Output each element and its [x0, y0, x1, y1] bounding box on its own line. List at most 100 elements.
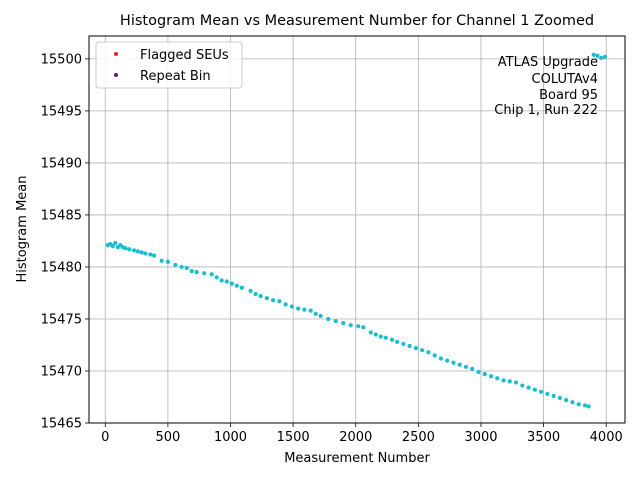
data-point [361, 325, 366, 330]
legend-marker-repeat-bin [114, 73, 118, 77]
y-tick-label: 15465 [41, 417, 82, 432]
data-point [302, 307, 307, 312]
legend-label-flagged-seus: Flagged SEUs [140, 48, 229, 63]
y-axis-ticks: 15465 15470 15475 15480 15485 15490 15495 15500 [41, 52, 89, 432]
data-point [576, 402, 581, 407]
y-tick-label: 15485 [41, 208, 82, 223]
data-point [270, 298, 276, 303]
data-point [239, 285, 244, 290]
data-point [551, 393, 556, 399]
data-point [557, 395, 562, 401]
data-point [570, 400, 575, 405]
data-point [373, 332, 378, 337]
x-tick-label: 2500 [402, 430, 435, 445]
data-point [189, 269, 194, 274]
data-point [602, 54, 608, 59]
data-point [253, 291, 258, 297]
legend-box [95, 41, 243, 89]
data-point [348, 323, 353, 328]
data-point [426, 350, 431, 355]
annotation-text-block: ATLAS Upgrade COLUTAv4 Board 95 Chip 1, … [494, 55, 598, 118]
data-point [264, 296, 269, 301]
data-point [513, 380, 519, 385]
data-point [143, 251, 148, 256]
data-point [413, 345, 418, 351]
y-tick-label: 15470 [41, 364, 82, 379]
data-point [202, 271, 207, 276]
data-point [582, 403, 588, 408]
data-point [586, 404, 591, 409]
x-tick-label: 0 [101, 430, 109, 445]
annotation-line-2: COLUTAv4 [532, 72, 598, 87]
data-point [470, 366, 475, 372]
data-point [318, 313, 323, 318]
data-point [401, 341, 406, 347]
data-point [378, 334, 383, 339]
data-point [457, 362, 462, 367]
data-point [432, 353, 437, 358]
data-point [296, 306, 301, 311]
y-tick-label: 15475 [41, 312, 82, 327]
data-point [219, 278, 224, 283]
data-point [313, 311, 318, 316]
x-tick-label: 4000 [590, 430, 623, 445]
data-point [368, 330, 373, 335]
data-point [564, 398, 569, 403]
data-point [595, 53, 600, 58]
chart-title: Histogram Mean vs Measurement Number for… [120, 13, 594, 29]
data-point [113, 240, 118, 246]
data-point [591, 52, 596, 57]
x-axis-ticks: 0 500 1000 1500 2000 2500 3000 3500 4000 [101, 423, 623, 445]
data-point [463, 364, 469, 369]
data-point [123, 246, 128, 251]
y-tick-label: 15500 [41, 52, 82, 67]
annotation-line-1: ATLAS Upgrade [498, 55, 598, 70]
y-tick-label: 15480 [41, 260, 82, 275]
data-point [333, 318, 338, 324]
data-point [289, 304, 294, 309]
annotation-line-3: Board 95 [539, 88, 598, 103]
y-tick-label: 15495 [41, 104, 82, 119]
data-point [234, 283, 239, 288]
data-point [173, 262, 178, 267]
data-point [532, 387, 537, 392]
data-point [507, 379, 512, 384]
data-point [482, 372, 487, 377]
x-axis-label: Measurement Number [284, 451, 430, 466]
data-point [341, 321, 346, 326]
data-point [135, 249, 140, 254]
data-point [131, 248, 137, 253]
data-point [383, 335, 388, 340]
x-tick-label: 1500 [277, 430, 310, 445]
data-point [209, 272, 214, 277]
legend-label-repeat-bin: Repeat Bin [140, 69, 211, 84]
data-point [445, 358, 450, 363]
data-point [438, 356, 444, 361]
data-point [476, 369, 481, 375]
data-point [389, 337, 395, 342]
data-point [326, 316, 331, 322]
data-point [194, 270, 199, 275]
data-point [394, 339, 400, 344]
data-point [139, 250, 144, 255]
x-tick-label: 3000 [464, 430, 497, 445]
data-point [165, 259, 170, 264]
legend-marker-flagged-seus [114, 52, 118, 56]
data-point [501, 378, 506, 383]
data-point [148, 252, 153, 257]
data-point [407, 343, 412, 349]
data-point [152, 253, 157, 258]
data-point [599, 55, 604, 60]
data-point [229, 281, 234, 286]
data-point [159, 258, 164, 263]
annotation-line-4: Chip 1, Run 222 [494, 103, 598, 118]
data-point [488, 374, 494, 379]
data-point [126, 247, 132, 252]
data-point [451, 360, 456, 365]
data-point [526, 385, 531, 390]
data-point [110, 244, 115, 249]
data-point [545, 391, 550, 396]
data-point [224, 279, 229, 284]
y-tick-label: 15490 [41, 156, 82, 171]
